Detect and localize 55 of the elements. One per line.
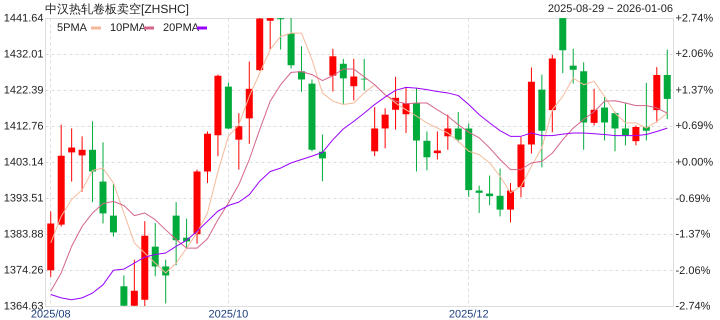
- candlestick: [371, 106, 378, 157]
- candlestick: [78, 136, 86, 192]
- x-tick-label: 2025/10: [208, 308, 248, 320]
- candlestick: [507, 182, 514, 223]
- candlestick: [476, 185, 483, 214]
- candlestick: [340, 58, 347, 104]
- y-tick-label: 1412.76: [4, 120, 44, 133]
- candlestick: [350, 58, 358, 101]
- y2-tick-label: -2.06%: [676, 264, 711, 277]
- candlestick: [130, 259, 138, 306]
- candlestick: [570, 48, 577, 84]
- candlestick: [496, 168, 504, 217]
- candlestick: [266, 18, 274, 50]
- candlestick: [664, 49, 671, 120]
- y2-tick-label: +2.74%: [676, 12, 714, 24]
- candlestick: [486, 175, 494, 206]
- candlestick: [360, 58, 368, 91]
- candlestick: [434, 130, 441, 160]
- y-tick-label: 1422.39: [4, 84, 44, 96]
- candlestick: [601, 96, 608, 141]
- y2-tick-label: -0.69%: [676, 192, 711, 205]
- legend-label: 10PMA: [110, 22, 147, 34]
- y2-tick-label: -2.74%: [676, 300, 711, 312]
- candlestick: [632, 124, 640, 146]
- candlestick: [235, 112, 242, 170]
- candlestick: [423, 130, 430, 171]
- y-tick-label: 1393.51: [4, 192, 44, 204]
- candlestick: [612, 111, 619, 152]
- candlestick: [329, 48, 336, 92]
- x-tick-label: 2025/08: [30, 308, 71, 320]
- legend-label: 20PMA: [163, 22, 200, 34]
- y2-tick-label: +0.00%: [676, 156, 714, 168]
- y2-tick-label: -1.37%: [676, 228, 711, 240]
- candlestick: [454, 112, 462, 143]
- y2-tick-label: +1.37%: [676, 84, 714, 96]
- y-tick-label: 1383.88: [4, 228, 44, 241]
- candlestick: [318, 134, 326, 182]
- candlestick: [277, 18, 284, 50]
- candlestick: [68, 128, 76, 182]
- candlestick: [622, 102, 629, 146]
- candlestick: [120, 274, 128, 306]
- candlestick: [590, 88, 598, 126]
- y-tick-label: 1441.64: [4, 12, 44, 24]
- candlestick: [110, 183, 117, 238]
- y-tick-label: 1403.14: [4, 156, 44, 168]
- candlestick: [382, 108, 389, 149]
- y-tick-label: 1374.26: [4, 264, 44, 276]
- legend-label: 5PMA: [57, 22, 88, 34]
- candlestick: [89, 120, 96, 203]
- chart-title: 中汉热轧卷板卖空[ZHSHC]: [45, 2, 189, 16]
- y-tick-label: 1432.01: [4, 48, 44, 61]
- y2-tick-label: +2.06%: [676, 48, 714, 60]
- chart-subtitle: 2025-08-29 ~ 2026-01-06: [548, 3, 673, 15]
- y2-tick-label: +0.69%: [676, 120, 714, 132]
- x-tick-label: 2025/12: [448, 308, 489, 320]
